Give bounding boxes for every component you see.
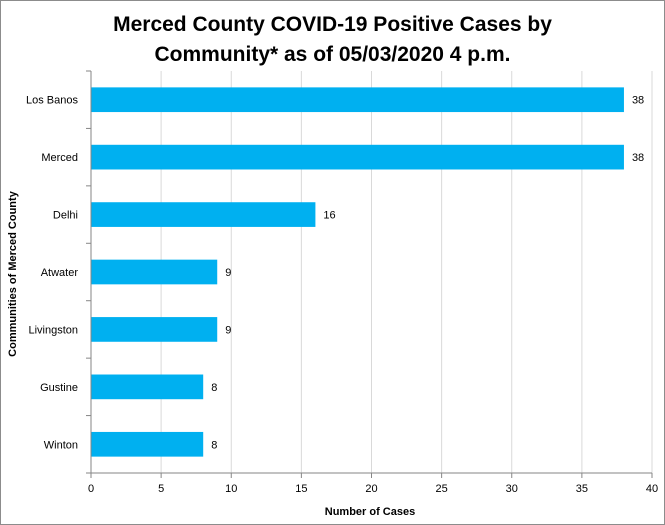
x-tick-label-35: 35: [576, 483, 588, 495]
x-tick-label-25: 25: [436, 483, 448, 495]
category-label-livingston: Livingston: [28, 324, 78, 336]
chart-title-line-1: Merced County COVID-19 Positive Cases by: [113, 13, 552, 36]
data-label-delhi: 16: [323, 210, 335, 222]
bar-winton: [91, 431, 204, 457]
grid-lines: [160, 71, 653, 473]
data-label-atwater: 9: [225, 267, 231, 279]
chart-title: Merced County COVID-19 Positive Cases by…: [60, 10, 605, 70]
x-axis-title: Number of Cases: [325, 506, 415, 518]
bar-atwater: [91, 259, 218, 285]
bars: [91, 87, 624, 457]
data-label-winton: 8: [211, 439, 217, 451]
bar-merced: [91, 144, 624, 170]
axes: [86, 70, 653, 478]
bar-gustine: [91, 374, 204, 400]
category-label-atwater: Atwater: [41, 267, 79, 279]
x-tick-label-5: 5: [158, 483, 164, 495]
x-tick-label-0: 0: [88, 483, 94, 495]
category-label-merced: Merced: [41, 152, 78, 164]
x-tick-label-10: 10: [225, 483, 237, 495]
x-tick-label-20: 20: [365, 483, 377, 495]
bar-livingston: [91, 317, 218, 342]
bar-delhi: [91, 202, 316, 227]
bar-los-banos: [91, 87, 624, 113]
x-tick-label-40: 40: [646, 483, 658, 495]
labels: 0 5 10 15 20 25 30 35 40 Los Banos 38 Merced 38 Delhi…: [26, 95, 658, 495]
category-label-los-banos: Los Banos: [26, 95, 78, 107]
x-tick-label-30: 30: [506, 483, 518, 495]
data-label-gustine: 8: [211, 382, 217, 394]
x-tick-label-15: 15: [295, 483, 307, 495]
data-label-livingston: 9: [225, 324, 231, 336]
y-axis-title: Communities of Merced County: [7, 190, 19, 357]
chart-title-line-2: Community* as of 05/03/2020 4 p.m.: [154, 43, 511, 66]
category-label-gustine: Gustine: [40, 382, 78, 394]
category-label-delhi: Delhi: [53, 210, 78, 222]
data-label-merced: 38: [632, 152, 644, 164]
data-label-los-banos: 38: [632, 95, 644, 107]
category-label-winton: Winton: [44, 439, 78, 451]
